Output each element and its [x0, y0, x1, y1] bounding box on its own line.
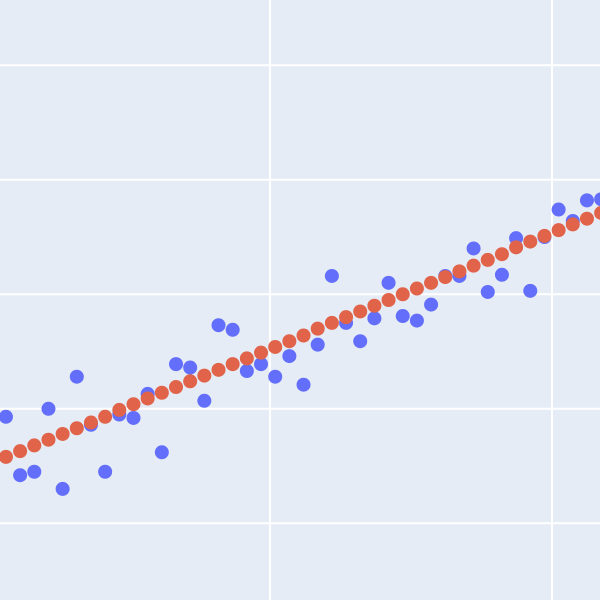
- point: [339, 310, 354, 325]
- point: [268, 369, 283, 384]
- point: [55, 426, 70, 441]
- point: [324, 268, 339, 283]
- point: [324, 315, 339, 330]
- point: [296, 377, 311, 392]
- point: [41, 432, 56, 447]
- point: [551, 202, 566, 217]
- point: [211, 362, 226, 377]
- point: [239, 363, 254, 378]
- point: [537, 228, 552, 243]
- point: [480, 284, 495, 299]
- point: [83, 415, 98, 430]
- point: [254, 345, 269, 360]
- point: [69, 369, 84, 384]
- point: [239, 351, 254, 366]
- point: [353, 304, 368, 319]
- point: [594, 206, 600, 220]
- point: [409, 281, 424, 296]
- point: [523, 234, 538, 249]
- point: [154, 445, 169, 460]
- point: [381, 293, 396, 307]
- point: [494, 247, 509, 262]
- point: [112, 402, 127, 417]
- point: [197, 368, 212, 383]
- point: [367, 298, 382, 313]
- point: [579, 211, 594, 226]
- point: [466, 258, 481, 273]
- point: [169, 357, 184, 372]
- point: [211, 318, 226, 333]
- point: [225, 322, 240, 337]
- point: [310, 337, 325, 352]
- point: [395, 287, 410, 302]
- point: [154, 385, 169, 400]
- point: [140, 391, 155, 406]
- point: [169, 380, 184, 395]
- point: [69, 421, 84, 436]
- point: [197, 393, 212, 408]
- point: [381, 275, 396, 290]
- point: [55, 481, 70, 496]
- point: [27, 438, 42, 453]
- point: [268, 339, 283, 354]
- point: [509, 240, 524, 255]
- point: [225, 357, 240, 372]
- point: [13, 468, 28, 483]
- point: [98, 409, 113, 424]
- point: [296, 328, 311, 343]
- point: [310, 321, 325, 336]
- point: [523, 283, 538, 298]
- point: [438, 270, 453, 285]
- point: [594, 192, 600, 207]
- point: [27, 464, 42, 479]
- point: [282, 349, 297, 364]
- point: [565, 217, 580, 232]
- point: [41, 401, 56, 416]
- point: [579, 193, 594, 208]
- point: [0, 449, 13, 464]
- point: [466, 241, 481, 256]
- point: [424, 297, 439, 312]
- point: [395, 309, 410, 324]
- point: [282, 334, 297, 349]
- point: [353, 334, 368, 349]
- point: [551, 223, 566, 238]
- point: [13, 444, 28, 459]
- point: [452, 264, 467, 279]
- point: [480, 252, 495, 267]
- point: [98, 464, 113, 479]
- point: [367, 311, 382, 326]
- point: [494, 267, 509, 282]
- point: [424, 275, 439, 290]
- point: [183, 360, 198, 375]
- point: [409, 313, 424, 328]
- point: [0, 409, 13, 424]
- point: [254, 357, 269, 372]
- point: [126, 397, 141, 412]
- point: [183, 374, 198, 389]
- point: [126, 410, 141, 425]
